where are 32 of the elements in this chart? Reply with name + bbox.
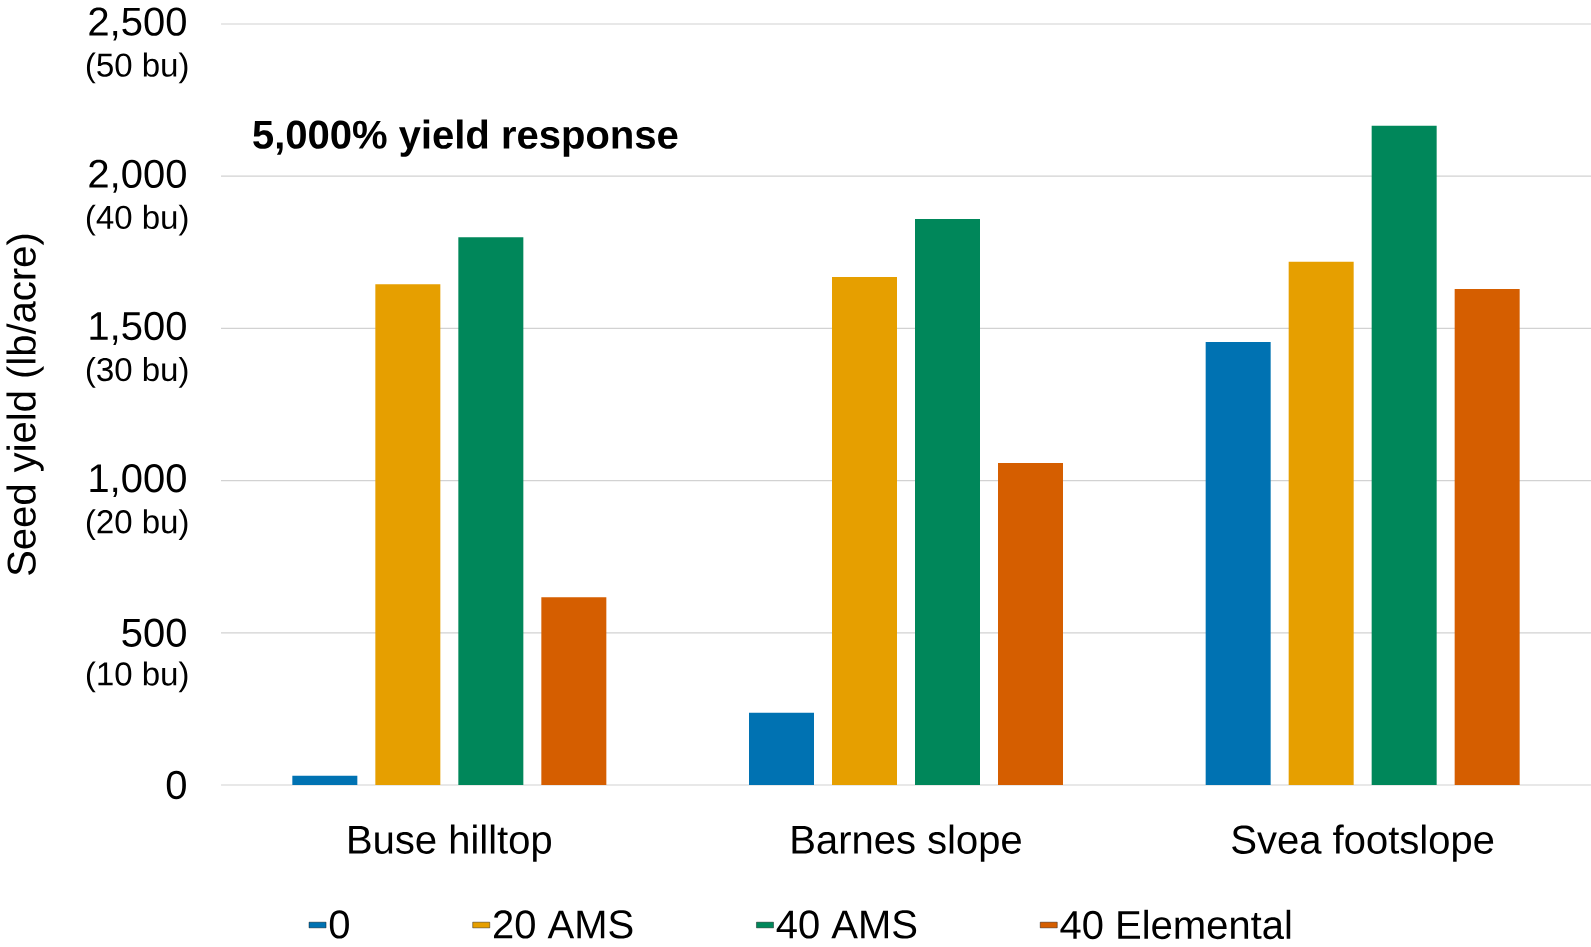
legend-label: 0 xyxy=(329,910,349,939)
bar xyxy=(1205,342,1271,785)
bar xyxy=(458,237,524,785)
y-tick-label: 2,000 xyxy=(89,159,186,193)
y-tick-label: 2,500 xyxy=(89,7,186,41)
y-tick-label: 500 xyxy=(122,618,186,647)
legend-label: 40 AMS xyxy=(776,910,917,939)
text: (50 bu) xyxy=(86,52,188,84)
bar xyxy=(292,775,358,785)
bar xyxy=(1288,261,1354,785)
bar xyxy=(541,597,607,785)
bar xyxy=(915,219,980,785)
text: (10 bu) xyxy=(86,661,188,693)
bar xyxy=(998,462,1063,785)
y-axis-title: Seed yield (lb/acre) xyxy=(6,234,44,575)
text: (20 bu) xyxy=(86,509,188,540)
bar xyxy=(1371,125,1437,785)
text: (30 bu) xyxy=(86,357,188,388)
y-tick-label: 0 xyxy=(166,770,186,800)
legend-label: 20 AMS xyxy=(493,910,633,939)
annotation: 5,000% yield response xyxy=(253,119,678,157)
bar xyxy=(832,276,897,785)
x-tick-label: Svea footslope xyxy=(1232,824,1494,862)
y-tick-label: 1,500 xyxy=(90,311,186,345)
bar xyxy=(1454,289,1520,785)
text: (40 bu) xyxy=(86,204,188,236)
x-tick-label: Buse hilltop xyxy=(349,824,551,862)
bar xyxy=(375,284,441,785)
y-tick-label: 1,000 xyxy=(90,464,186,498)
legend-label: 40 Elemental xyxy=(1060,909,1291,940)
x-tick-label: Barnes slope xyxy=(792,824,1021,862)
bar xyxy=(749,712,814,785)
